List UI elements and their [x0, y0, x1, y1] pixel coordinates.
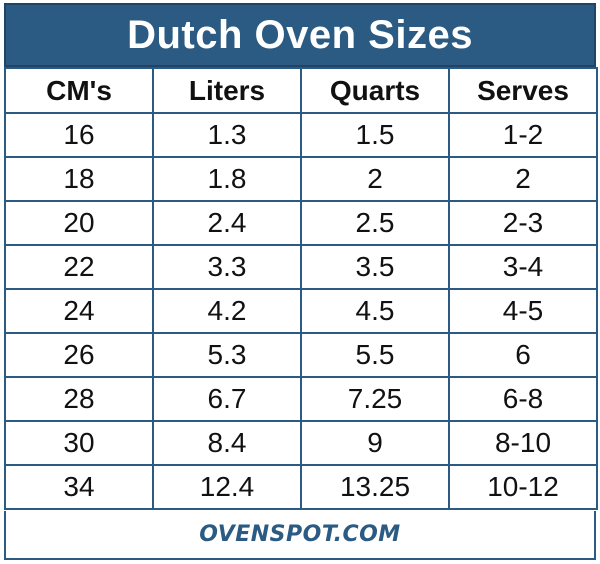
site-logo: OVENSPOT.COM: [199, 522, 401, 547]
cell-liters: 3.3: [152, 244, 302, 290]
footer: OVENSPOT.COM: [4, 511, 596, 560]
size-chart: Dutch Oven Sizes CM's Liters Quarts Serv…: [4, 3, 598, 560]
sizes-table: CM's Liters Quarts Serves 16 1.3 1.5 1-2…: [4, 67, 598, 510]
cell-serves: 2-3: [448, 200, 598, 246]
cell-quarts: 7.25: [300, 376, 450, 422]
cell-cms: 16: [4, 112, 154, 158]
cell-serves: 4-5: [448, 288, 598, 334]
title-bar: Dutch Oven Sizes: [4, 3, 596, 67]
cell-liters: 5.3: [152, 332, 302, 378]
cell-quarts: 5.5: [300, 332, 450, 378]
cell-liters: 8.4: [152, 420, 302, 466]
header-quarts: Quarts: [300, 67, 450, 114]
cell-serves: 8-10: [448, 420, 598, 466]
cell-serves: 10-12: [448, 464, 598, 510]
cell-liters: 4.2: [152, 288, 302, 334]
cell-cms: 18: [4, 156, 154, 202]
table-row: 26 5.3 5.5 6: [4, 332, 598, 378]
cell-serves: 1-2: [448, 112, 598, 158]
header-row: CM's Liters Quarts Serves: [4, 67, 598, 114]
cell-cms: 26: [4, 332, 154, 378]
table-row: 34 12.4 13.25 10-12: [4, 464, 598, 510]
cell-quarts: 2: [300, 156, 450, 202]
cell-quarts: 9: [300, 420, 450, 466]
table-row: 22 3.3 3.5 3-4: [4, 244, 598, 290]
cell-liters: 12.4: [152, 464, 302, 510]
header-cms: CM's: [4, 67, 154, 114]
header-liters: Liters: [152, 67, 302, 114]
cell-quarts: 4.5: [300, 288, 450, 334]
cell-cms: 34: [4, 464, 154, 510]
cell-liters: 1.3: [152, 112, 302, 158]
table-row: 20 2.4 2.5 2-3: [4, 200, 598, 246]
table-row: 18 1.8 2 2: [4, 156, 598, 202]
table-row: 16 1.3 1.5 1-2: [4, 112, 598, 158]
header-serves: Serves: [448, 67, 598, 114]
cell-serves: 6: [448, 332, 598, 378]
cell-cms: 22: [4, 244, 154, 290]
cell-quarts: 2.5: [300, 200, 450, 246]
cell-cms: 30: [4, 420, 154, 466]
chart-title: Dutch Oven Sizes: [127, 12, 473, 57]
cell-quarts: 1.5: [300, 112, 450, 158]
cell-liters: 6.7: [152, 376, 302, 422]
table-row: 30 8.4 9 8-10: [4, 420, 598, 466]
cell-quarts: 3.5: [300, 244, 450, 290]
cell-quarts: 13.25: [300, 464, 450, 510]
table-row: 28 6.7 7.25 6-8: [4, 376, 598, 422]
cell-liters: 2.4: [152, 200, 302, 246]
cell-cms: 24: [4, 288, 154, 334]
cell-serves: 2: [448, 156, 598, 202]
cell-liters: 1.8: [152, 156, 302, 202]
cell-cms: 28: [4, 376, 154, 422]
cell-serves: 6-8: [448, 376, 598, 422]
cell-cms: 20: [4, 200, 154, 246]
cell-serves: 3-4: [448, 244, 598, 290]
table-row: 24 4.2 4.5 4-5: [4, 288, 598, 334]
